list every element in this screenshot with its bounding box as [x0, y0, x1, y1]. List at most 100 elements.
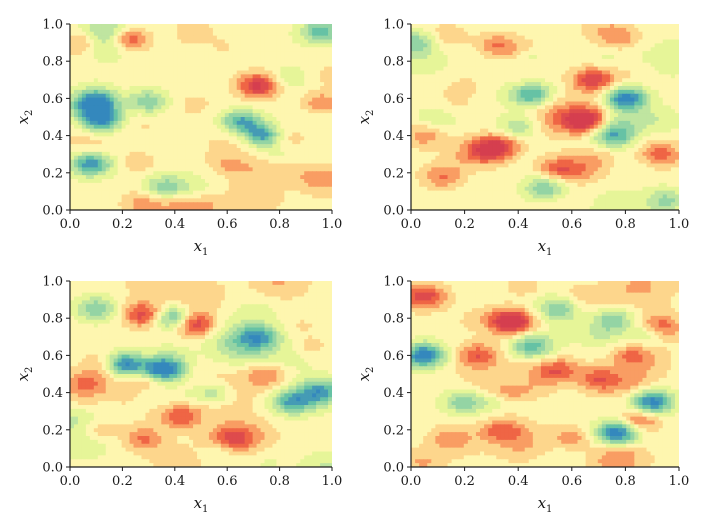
- heatmap-cell: [423, 51, 428, 56]
- heatmap-cell: [248, 206, 254, 210]
- heatmap-cell: [561, 93, 566, 99]
- heatmap-cell: [117, 159, 123, 165]
- heatmap-cell: [141, 89, 147, 95]
- heatmap-cell: [85, 186, 91, 192]
- heatmap-cell: [224, 128, 230, 134]
- heatmap-cell: [85, 39, 91, 44]
- heatmap-cell: [232, 93, 238, 99]
- heatmap-cell: [435, 128, 441, 134]
- heatmap-cell: [93, 31, 99, 37]
- heatmap-cell: [328, 82, 332, 87]
- heatmap-cell: [77, 109, 83, 114]
- heatmap-cell: [89, 151, 95, 157]
- heatmap-cell: [536, 35, 542, 41]
- heatmap-cell: [220, 151, 226, 157]
- heatmap-cell: [153, 167, 158, 172]
- heatmap-cell: [264, 47, 270, 52]
- heatmap-cell: [508, 24, 514, 29]
- heatmap-cell: [161, 163, 166, 168]
- heatmap-cell: [674, 89, 679, 95]
- heatmap-cell: [308, 66, 313, 72]
- heatmap-cell: [500, 66, 505, 72]
- heatmap-cell: [463, 128, 469, 134]
- heatmap-cell: [549, 43, 554, 48]
- heatmap-cell: [73, 86, 79, 91]
- heatmap-cell: [193, 182, 198, 188]
- heatmap-cell: [443, 120, 449, 126]
- heatmap-cell: [536, 86, 542, 91]
- heatmap-cell: [256, 78, 262, 83]
- heatmap-cell: [125, 151, 131, 157]
- heatmap-cell: [658, 78, 664, 83]
- heatmap-cell: [654, 105, 660, 110]
- heatmap-cell: [280, 163, 285, 168]
- heatmap-cell: [93, 186, 99, 192]
- heatmap-cell: [545, 47, 550, 52]
- heatmap-cell: [129, 186, 135, 192]
- heatmap-cell: [117, 113, 123, 118]
- heatmap-cell: [496, 43, 501, 48]
- heatmap-cell: [109, 113, 115, 118]
- heatmap-cell: [260, 66, 266, 72]
- heatmap-cell: [467, 105, 473, 110]
- heatmap-cell: [244, 182, 250, 188]
- heatmap-cell: [569, 39, 575, 44]
- heatmap-cell: [280, 155, 285, 161]
- heatmap-cell: [609, 105, 615, 110]
- heatmap-cell: [605, 78, 611, 83]
- heatmap-cell: [276, 182, 281, 188]
- heatmap-cell: [193, 82, 198, 87]
- heatmap-cell: [117, 55, 123, 60]
- y-tick-label: 0.8: [42, 55, 63, 70]
- heatmap-cell: [451, 101, 457, 106]
- heatmap-cell: [553, 82, 558, 87]
- heatmap-cell: [569, 82, 575, 87]
- heatmap-cell: [73, 202, 79, 207]
- heatmap-cell: [204, 117, 210, 122]
- heatmap-cell: [304, 190, 309, 196]
- heatmap-cell: [288, 109, 293, 114]
- heatmap-cell: [133, 31, 139, 37]
- heatmap-cell: [569, 55, 575, 60]
- heatmap-cell: [145, 171, 150, 176]
- heatmap-cell: [169, 144, 174, 149]
- heatmap-cell: [545, 31, 550, 37]
- heatmap-cell: [451, 58, 457, 64]
- heatmap-cell: [565, 51, 570, 56]
- heatmap-cell: [411, 124, 416, 130]
- heatmap-cell: [480, 113, 485, 118]
- heatmap-cell: [496, 51, 501, 56]
- heatmap-cell: [312, 179, 317, 184]
- heatmap-cell: [185, 202, 190, 207]
- heatmap-cell: [492, 35, 497, 41]
- heatmap-cell: [212, 151, 218, 157]
- heatmap-cell: [228, 74, 234, 79]
- heatmap-cell: [173, 86, 178, 91]
- heatmap-cell: [252, 163, 258, 168]
- heatmap-cell: [300, 35, 305, 41]
- heatmap-cell: [324, 78, 329, 83]
- heatmap-cell: [248, 31, 254, 37]
- heatmap-cell: [161, 186, 166, 192]
- heatmap-cell: [284, 175, 289, 180]
- heatmap-cell: [276, 190, 281, 196]
- heatmap-cell: [516, 55, 522, 60]
- heatmap-cell: [431, 120, 436, 126]
- heatmap-cell: [638, 70, 644, 75]
- heatmap-cell: [101, 155, 107, 161]
- heatmap-cell: [105, 43, 111, 48]
- heatmap-cell: [141, 136, 147, 141]
- heatmap-cell: [312, 105, 317, 110]
- heatmap-cell: [197, 159, 202, 165]
- heatmap-cell: [565, 86, 570, 91]
- heatmap-cell: [565, 124, 570, 130]
- heatmap-cell: [169, 124, 174, 130]
- heatmap-cell: [260, 124, 266, 130]
- heatmap-cell: [288, 51, 293, 56]
- heatmap-cell: [181, 198, 186, 203]
- heatmap-cell: [585, 86, 591, 91]
- heatmap-cell: [173, 206, 178, 210]
- heatmap-cell: [540, 62, 546, 68]
- heatmap-cell: [109, 194, 115, 199]
- heatmap-cell: [288, 171, 293, 176]
